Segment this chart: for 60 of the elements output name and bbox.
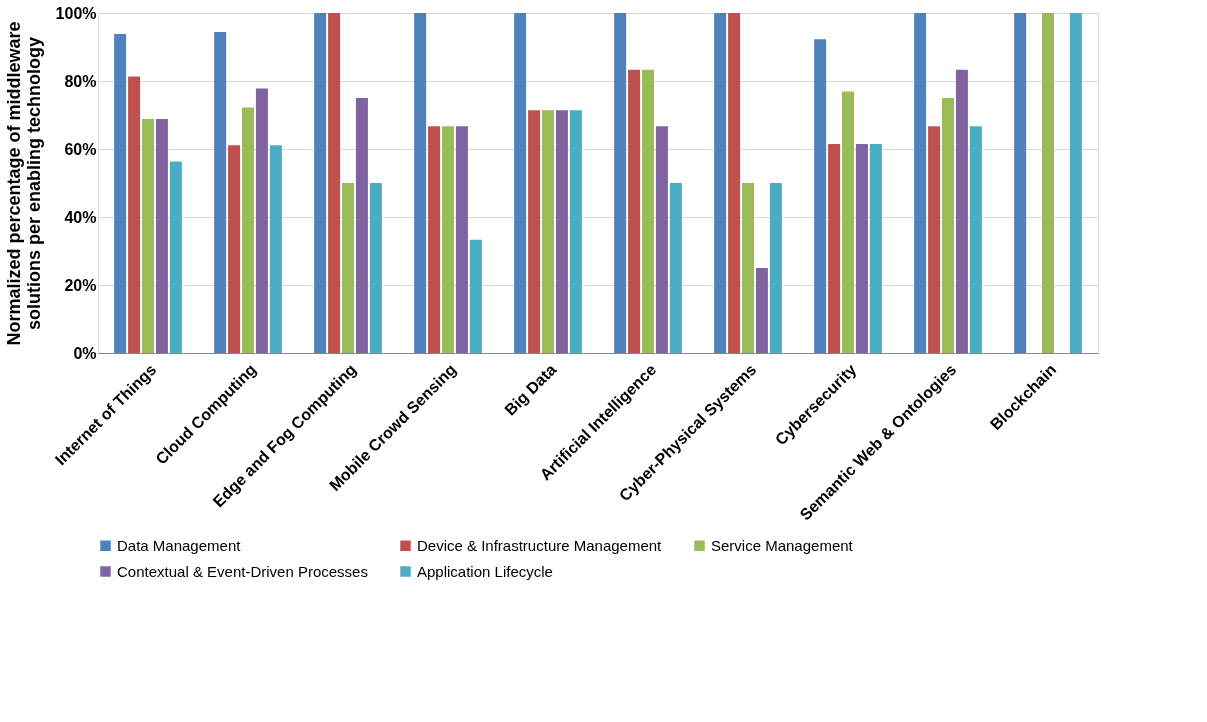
legend-label: Data Management (117, 536, 242, 554)
bar (955, 69, 968, 353)
bar (1069, 13, 1082, 353)
y-axis-title: Normalized percentage of middleware solutions per enabling technology (3, 21, 44, 346)
bar (414, 13, 427, 353)
bar (642, 69, 654, 353)
y-tick-label: 40% (64, 208, 97, 226)
bar (655, 126, 668, 353)
legend-label: Application Lifecycle (417, 562, 553, 580)
bar (269, 145, 282, 353)
bar (755, 268, 768, 353)
bar (842, 91, 854, 353)
bar (155, 119, 168, 353)
legend-label: Device & Infrastructure Management (417, 536, 663, 554)
bar (428, 126, 441, 353)
bar (169, 161, 182, 353)
bar (728, 13, 741, 353)
y-tick-label: 80% (64, 72, 97, 90)
bar (942, 98, 954, 353)
bar (669, 183, 682, 353)
bar (369, 183, 382, 353)
bar (714, 13, 727, 353)
bar (469, 239, 482, 353)
bar (528, 110, 541, 353)
bar (142, 119, 154, 353)
bar (555, 110, 568, 353)
bar (442, 126, 454, 353)
y-tick-label: 60% (64, 140, 97, 158)
bar (914, 13, 927, 353)
legend-label: Service Management (711, 536, 854, 554)
bar (614, 13, 627, 353)
bar (114, 34, 127, 353)
bar (242, 107, 254, 353)
bar (828, 143, 841, 353)
y-tick-label: 20% (64, 276, 97, 294)
bar (928, 126, 941, 353)
bar (769, 183, 782, 353)
bar (1014, 13, 1027, 353)
bar (314, 13, 327, 353)
bar (355, 98, 368, 353)
bar (569, 110, 582, 353)
bar (1042, 13, 1054, 353)
bar (869, 143, 882, 353)
bar (542, 110, 554, 353)
bar (628, 69, 641, 353)
bar (855, 143, 868, 353)
bar (255, 88, 268, 353)
bar (514, 13, 527, 353)
legend-label: Contextual & Event-Driven Processes (117, 562, 368, 580)
bar (228, 145, 241, 353)
bar (455, 126, 468, 353)
y-tick-label: 100% (55, 4, 97, 22)
bar (128, 76, 141, 353)
bar (328, 13, 341, 353)
y-tick-label: 0% (73, 344, 97, 362)
bar (342, 183, 354, 353)
bar (969, 126, 982, 353)
bar (214, 32, 227, 353)
bar (814, 39, 827, 353)
bar (742, 183, 754, 353)
